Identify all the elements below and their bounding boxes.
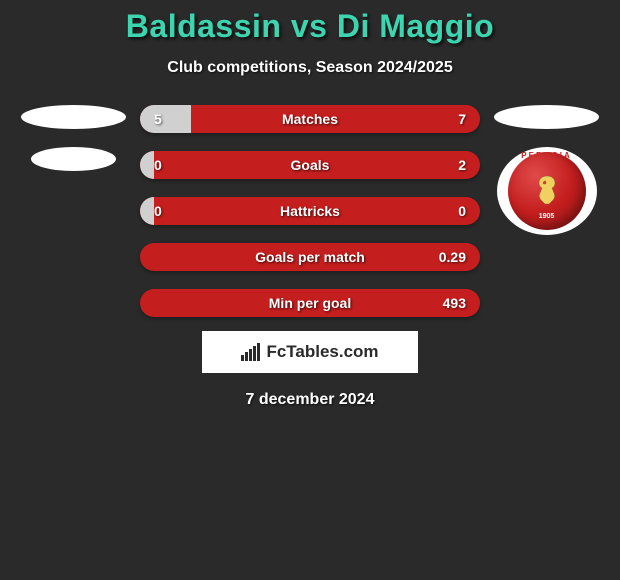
left-player-col: [21, 105, 126, 171]
stat-value-right: 7: [458, 111, 466, 127]
stat-value-left: 5: [154, 111, 162, 127]
stat-value-left: 0: [154, 157, 162, 173]
griffin-icon: [527, 171, 567, 211]
comparison-infographic: Baldassin vs Di Maggio Club competitions…: [0, 0, 620, 409]
stat-value-right: 2: [458, 157, 466, 173]
stat-bar: Goals per match 0.29: [140, 243, 480, 271]
stat-bar: Min per goal 493: [140, 289, 480, 317]
stat-label: Hattricks: [280, 203, 340, 219]
stat-bar-left-fill: [140, 151, 154, 179]
comparison-area: 5 Matches 7 0 Goals 2 0 Hattricks 0 Goals per mat…: [0, 105, 620, 317]
subtitle: Club competitions, Season 2024/2025: [0, 59, 620, 77]
stat-bar: 0 Hattricks 0: [140, 197, 480, 225]
stat-bar: 5 Matches 7: [140, 105, 480, 133]
stat-bar: 0 Goals 2: [140, 151, 480, 179]
stat-value-right: 0: [458, 203, 466, 219]
left-player-badge-placeholder: [31, 147, 116, 171]
stat-label: Goals per match: [255, 249, 365, 265]
perugia-badge-year: 1905: [539, 213, 555, 220]
stat-label: Goals: [291, 157, 330, 173]
right-player-avatar-placeholder: [494, 105, 599, 129]
stat-bars: 5 Matches 7 0 Goals 2 0 Hattricks 0 Goals per mat…: [140, 105, 480, 317]
right-player-badge: PERUGIA 1905: [497, 147, 597, 235]
right-player-col: PERUGIA 1905: [494, 105, 599, 235]
fctables-logo-text: FcTables.com: [266, 342, 378, 362]
left-player-avatar-placeholder: [21, 105, 126, 129]
stat-value-left: 0: [154, 203, 162, 219]
footer-date: 7 december 2024: [0, 391, 620, 409]
stat-label: Min per goal: [269, 295, 351, 311]
stat-label: Matches: [282, 111, 338, 127]
perugia-badge-inner: 1905: [508, 152, 586, 230]
stat-value-right: 0.29: [439, 249, 466, 265]
fctables-logo: FcTables.com: [202, 331, 418, 373]
stat-bar-left-fill: [140, 105, 191, 133]
stat-bar-left-fill: [140, 197, 154, 225]
bar-chart-icon: [241, 343, 260, 361]
perugia-badge-ring: PERUGIA 1905: [497, 147, 597, 235]
page-title: Baldassin vs Di Maggio: [0, 8, 620, 45]
stat-value-right: 493: [443, 295, 466, 311]
